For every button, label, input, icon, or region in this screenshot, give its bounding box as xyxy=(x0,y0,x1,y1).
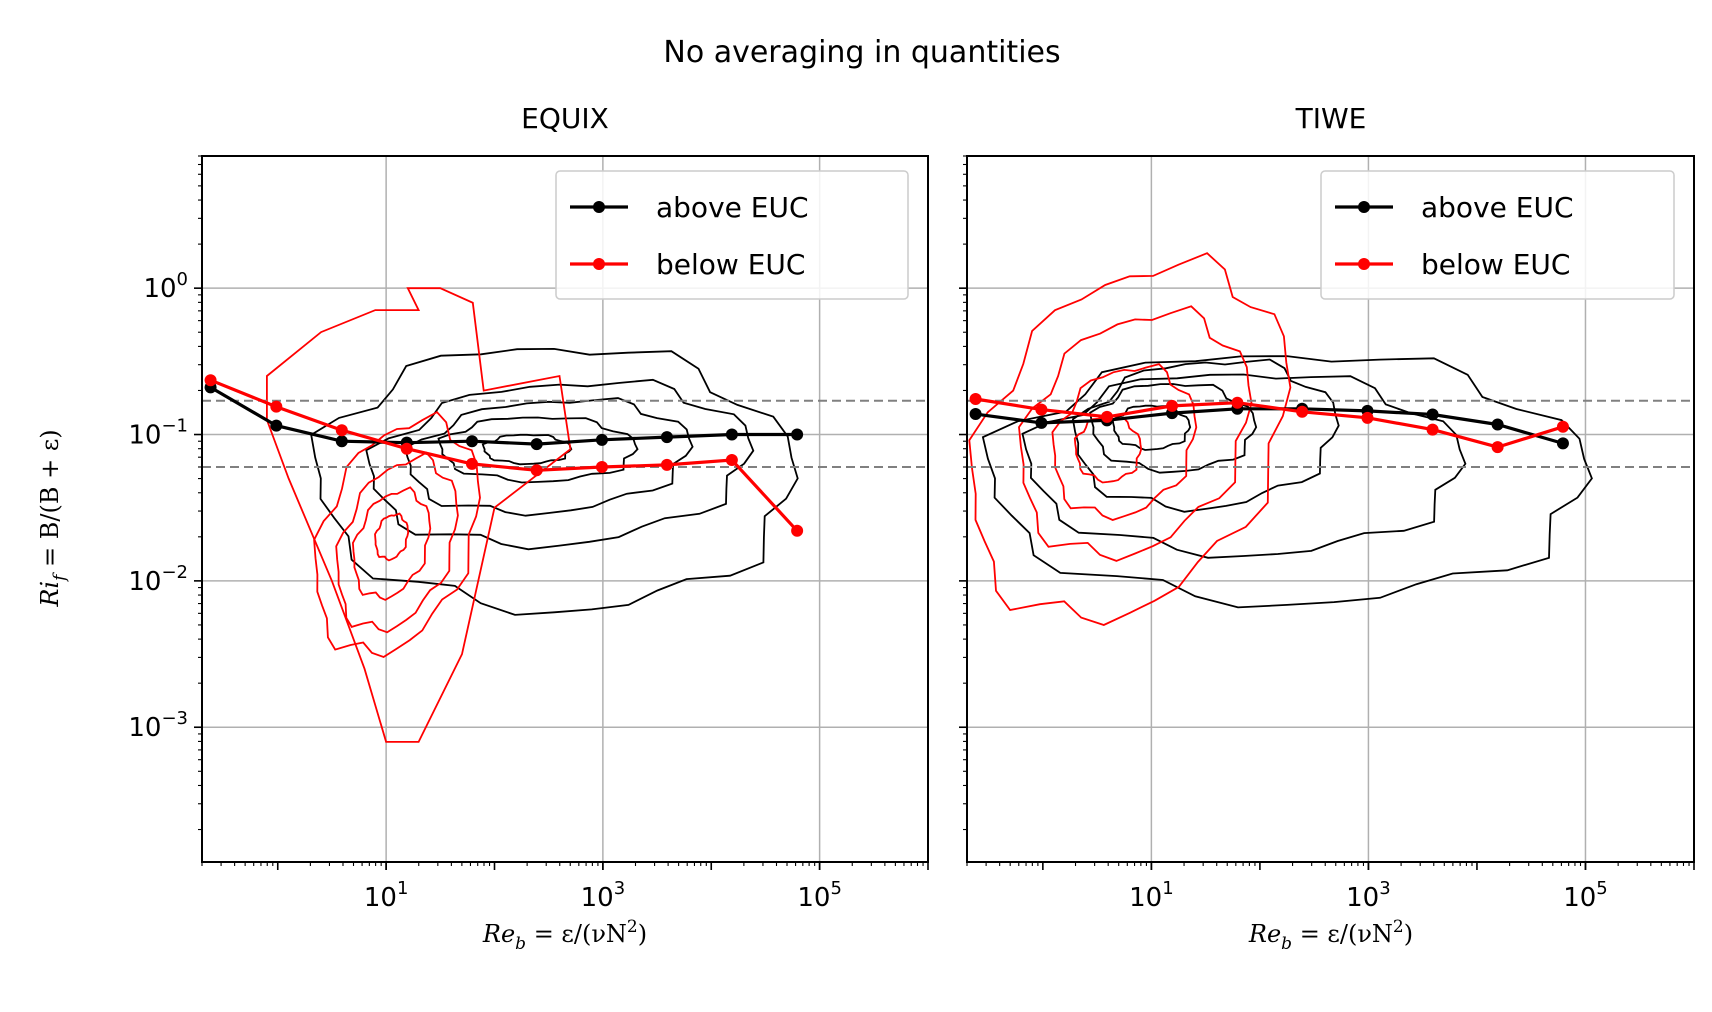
axis-ticks: 101 103 105 xyxy=(959,155,1695,913)
contour-above xyxy=(310,347,799,616)
data-point xyxy=(335,424,348,437)
y-axis-label: Rif = B/(B + ε) xyxy=(36,429,70,607)
axis-ticks: 101 103 105 100 10−1 10−2 10−3 xyxy=(128,155,929,913)
contour-above xyxy=(1089,383,1258,474)
contour-below xyxy=(1051,363,1198,521)
contour-below xyxy=(374,512,410,562)
data-point xyxy=(969,392,982,405)
contour-above xyxy=(365,378,755,551)
legend-label: below EUC xyxy=(1421,248,1570,281)
x-axis-label: Reb = ε/(νN2) xyxy=(1248,917,1413,954)
data-point xyxy=(1166,399,1179,412)
series-group xyxy=(204,374,804,537)
reference-lines xyxy=(202,399,928,468)
y-tick-label: 10−1 xyxy=(128,416,188,451)
data-point xyxy=(1361,411,1374,424)
contour-above xyxy=(437,416,639,484)
x-tick-label: 101 xyxy=(364,878,409,913)
x-tick-label: 101 xyxy=(1129,878,1174,913)
data-point xyxy=(725,453,738,466)
legend-box xyxy=(555,170,909,300)
x-tick-label: 105 xyxy=(797,878,842,913)
x-tick-label: 105 xyxy=(1563,878,1608,913)
panel-title: EQUIX xyxy=(521,102,609,135)
data-point xyxy=(335,435,348,448)
data-point xyxy=(204,374,217,387)
data-point xyxy=(270,419,283,432)
panel-title: TIWE xyxy=(1295,102,1367,135)
series-group xyxy=(969,392,1569,454)
data-point xyxy=(530,438,543,451)
density-contours xyxy=(968,252,1593,626)
x-tick-label: 103 xyxy=(581,878,626,913)
x-axis-label: Reb = ε/(νN2) xyxy=(482,917,647,954)
data-point xyxy=(530,464,543,477)
data-point xyxy=(1491,441,1504,454)
data-point xyxy=(1035,416,1048,429)
series-line xyxy=(210,378,799,532)
data-point xyxy=(660,458,673,471)
data-point xyxy=(969,408,982,421)
axes-frame xyxy=(966,155,1695,863)
data-point xyxy=(1035,403,1048,416)
data-point xyxy=(1231,396,1244,409)
data-point xyxy=(791,428,804,441)
legend-swatch-marker xyxy=(593,258,605,270)
data-point xyxy=(1556,437,1569,450)
data-point xyxy=(791,524,804,537)
data-point xyxy=(466,457,479,470)
figure-suptitle: No averaging in quantities xyxy=(663,35,1060,70)
data-point xyxy=(595,460,608,473)
panel-tiwe: TIWE 101 103 105 above EUC below EUC Reb = … xyxy=(959,102,1695,954)
legend: above EUC below EUC xyxy=(555,170,909,300)
legend-swatch-marker xyxy=(593,201,605,213)
data-point xyxy=(270,400,283,413)
contour-below xyxy=(313,410,481,658)
series-line xyxy=(209,386,798,446)
legend-box xyxy=(1320,170,1675,300)
legend-swatch-marker xyxy=(1358,201,1370,213)
data-point xyxy=(595,433,608,446)
data-point xyxy=(725,428,738,441)
data-point xyxy=(1491,418,1504,431)
axes-frame xyxy=(201,155,929,863)
legend-label: below EUC xyxy=(656,248,805,281)
contour-below xyxy=(266,287,572,743)
density-contours xyxy=(266,287,799,743)
y-tick-label: 10−2 xyxy=(128,562,188,597)
legend-label: above EUC xyxy=(656,191,809,224)
x-tick-label: 103 xyxy=(1346,878,1391,913)
contour-below xyxy=(351,486,432,601)
legend-swatch-marker xyxy=(1358,258,1370,270)
data-point xyxy=(1296,405,1309,418)
data-point xyxy=(660,431,673,444)
contour-above xyxy=(981,355,1593,609)
contour-below xyxy=(968,252,1292,626)
contour-above xyxy=(481,433,573,466)
data-point xyxy=(1426,423,1439,436)
reference-lines xyxy=(967,399,1694,468)
series-line xyxy=(975,397,1564,449)
data-point xyxy=(1100,410,1113,423)
data-point xyxy=(1426,408,1439,421)
contour-below xyxy=(1018,305,1253,562)
y-tick-label: 100 xyxy=(143,269,188,304)
data-point xyxy=(1556,420,1569,433)
panel-equix: EQUIX 101 103 105 100 10−1 10−2 10−3 above EUC… xyxy=(128,102,929,954)
data-point xyxy=(400,442,413,455)
legend-label: above EUC xyxy=(1421,191,1574,224)
contour-above xyxy=(1021,373,1467,559)
y-tick-label: 10−3 xyxy=(128,708,188,743)
data-point xyxy=(466,435,479,448)
legend: above EUC below EUC xyxy=(1320,170,1675,300)
